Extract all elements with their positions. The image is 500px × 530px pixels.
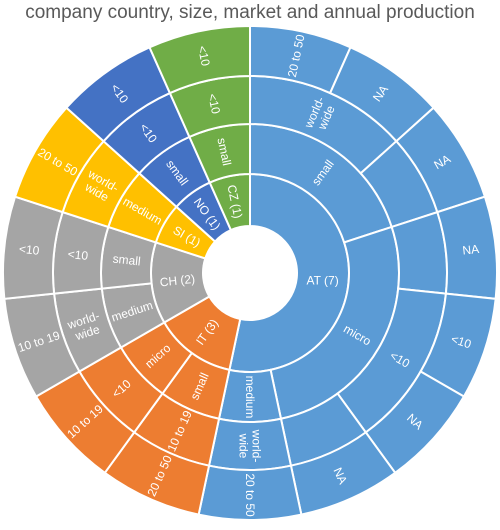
segment-label: <10 bbox=[67, 247, 89, 263]
segment-label: <10 bbox=[195, 44, 213, 67]
segment-label: NA bbox=[462, 242, 480, 258]
segment-production-10 bbox=[148, 26, 251, 95]
segment-label: CH (2) bbox=[159, 272, 196, 290]
segment-label: AT (7) bbox=[306, 274, 338, 288]
segment-label: small bbox=[112, 252, 141, 269]
segment-label: CZ (1) bbox=[224, 184, 245, 220]
segment-market-unlabeled bbox=[390, 210, 448, 295]
segment-label: <10 bbox=[449, 332, 473, 352]
segment-label: small bbox=[214, 137, 234, 167]
segments bbox=[2, 26, 498, 521]
segment-label: world-wide bbox=[237, 429, 264, 463]
segment-label: medium bbox=[243, 376, 257, 419]
segment-label: 20 to 50 bbox=[243, 473, 257, 517]
segment-label: <10 bbox=[205, 92, 223, 115]
segment-label: NA bbox=[331, 465, 351, 486]
segment-label: <10 bbox=[18, 242, 40, 258]
chart-title: company country, size, market and annual… bbox=[25, 2, 475, 23]
